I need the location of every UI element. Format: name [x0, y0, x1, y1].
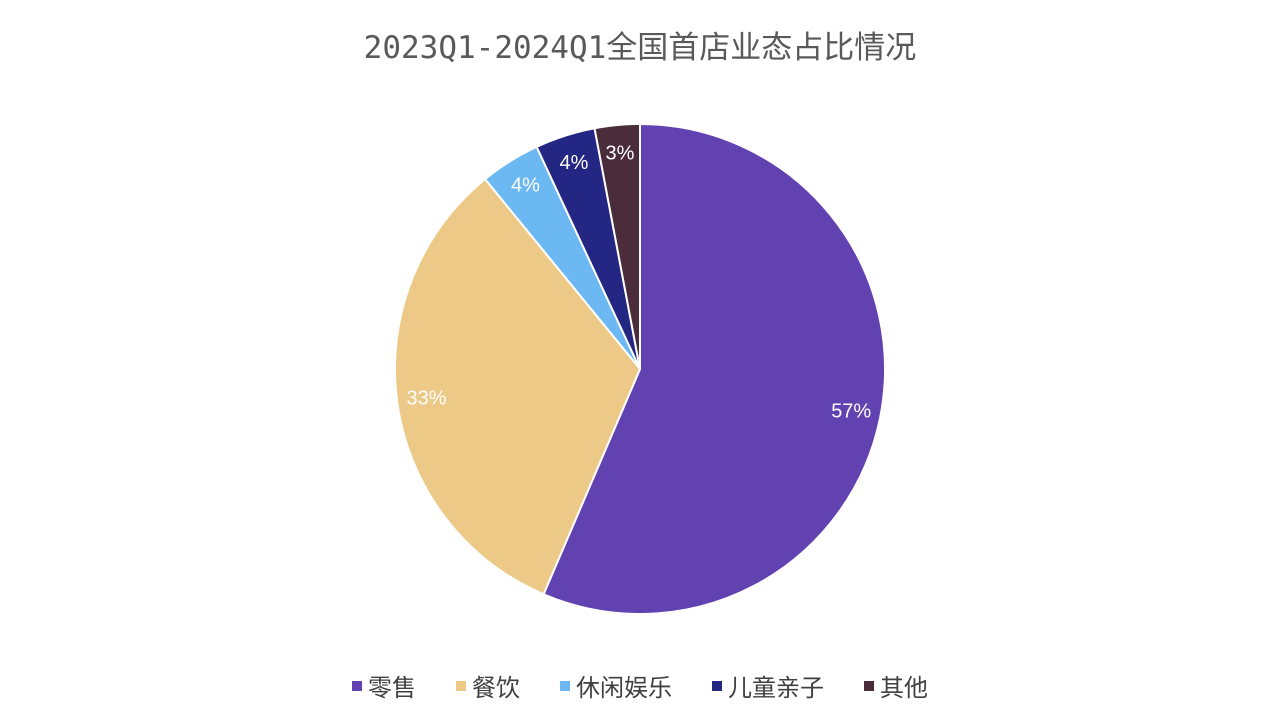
legend-swatch — [456, 680, 466, 691]
legend-item-4: 其他 — [864, 668, 928, 703]
pie-slices — [394, 122, 886, 615]
legend-swatch — [560, 680, 570, 691]
legend-item-0: 零售 — [352, 668, 416, 703]
data-label-4: 3% — [605, 143, 634, 165]
legend-item-2: 休闲娱乐 — [560, 668, 672, 703]
legend-swatch — [712, 680, 722, 691]
pie-slice-1 — [394, 177, 642, 596]
data-label-3: 4% — [560, 152, 589, 174]
legend-item-3: 儿童亲子 — [712, 668, 824, 703]
legend-label: 儿童亲子 — [728, 674, 824, 702]
legend: 零售 餐饮 休闲娱乐 儿童亲子 其他 — [0, 668, 1280, 703]
legend-label: 休闲娱乐 — [576, 674, 672, 702]
legend-label: 餐饮 — [472, 674, 520, 702]
pie-data-labels: 57% 33% 4% 4% 3% — [406, 143, 871, 423]
legend-swatch — [352, 680, 362, 691]
legend-swatch — [864, 680, 874, 691]
data-label-1: 33% — [406, 387, 446, 409]
pie-slice-0 — [542, 122, 886, 615]
chart-title: 2023Q1-2024Q1全国首店业态占比情况 — [363, 30, 917, 66]
legend-label: 其他 — [880, 674, 928, 702]
pie-slice-4 — [593, 122, 641, 370]
legend-item-1: 餐饮 — [456, 668, 520, 703]
legend-label: 零售 — [368, 674, 416, 702]
data-label-2: 4% — [511, 175, 540, 197]
data-label-0: 57% — [831, 401, 871, 423]
